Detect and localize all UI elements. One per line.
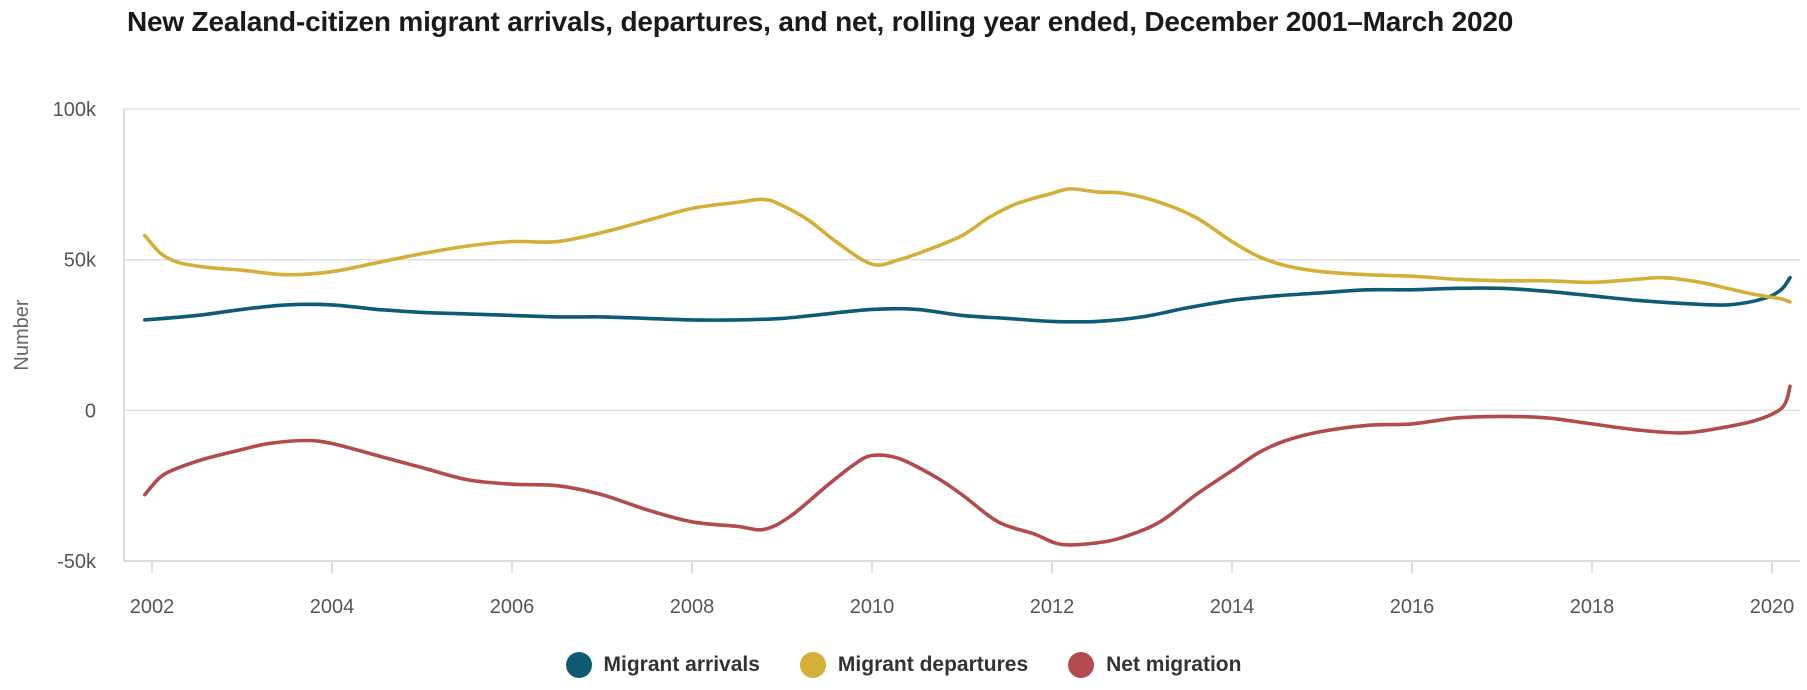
y-tick-label: 50k bbox=[64, 250, 97, 272]
line-chart: 100k 50k 0 -50k 2002 2004 2006 2008 2010 2012 201… bbox=[11, 99, 1800, 618]
axes bbox=[123, 109, 1800, 562]
x-tick-label: 2020 bbox=[1750, 596, 1795, 618]
legend-item-arrivals[interactable]: Migrant arrivals bbox=[565, 652, 760, 678]
series-line-migrant-departures[interactable] bbox=[143, 187, 1792, 304]
y-axis-ticks: 100k 50k 0 -50k bbox=[53, 99, 97, 573]
legend: Migrant arrivals Migrant departures Net … bbox=[0, 652, 1807, 678]
x-tick-label: 2012 bbox=[1030, 596, 1075, 618]
x-tick-label: 2014 bbox=[1210, 596, 1255, 618]
legend-swatch-net bbox=[1068, 652, 1095, 678]
series-lines bbox=[143, 187, 1792, 547]
x-tick-label: 2006 bbox=[490, 596, 535, 618]
y-tick-label: 100k bbox=[53, 99, 97, 121]
x-tick-label: 2010 bbox=[850, 596, 895, 618]
series-line-net-migration[interactable] bbox=[143, 384, 1792, 547]
legend-label-departures: Migrant departures bbox=[837, 653, 1029, 676]
legend-item-departures[interactable]: Migrant departures bbox=[799, 652, 1029, 678]
x-tick-label: 2008 bbox=[670, 596, 715, 618]
y-tick-label: 0 bbox=[85, 400, 96, 422]
legend-swatch-departures bbox=[799, 652, 826, 678]
legend-item-net[interactable]: Net migration bbox=[1068, 652, 1241, 678]
x-tick-label: 2016 bbox=[1390, 596, 1435, 618]
legend-label-arrivals: Migrant arrivals bbox=[603, 653, 760, 676]
x-axis-ticks: 2002 2004 2006 2008 2010 2012 2014 2016 2018 2020 bbox=[130, 561, 1795, 618]
x-tick-label: 2002 bbox=[130, 596, 175, 618]
y-axis-title: Number bbox=[11, 299, 33, 370]
x-tick-label: 2004 bbox=[310, 596, 355, 618]
chart-title: New Zealand-citizen migrant arrivals, de… bbox=[127, 6, 1514, 37]
legend-label-net: Net migration bbox=[1106, 653, 1242, 676]
legend-swatch-arrivals bbox=[565, 652, 592, 678]
y-tick-label: -50k bbox=[57, 551, 97, 573]
series-line-migrant-arrivals[interactable] bbox=[143, 275, 1792, 324]
x-tick-label: 2018 bbox=[1570, 596, 1615, 618]
